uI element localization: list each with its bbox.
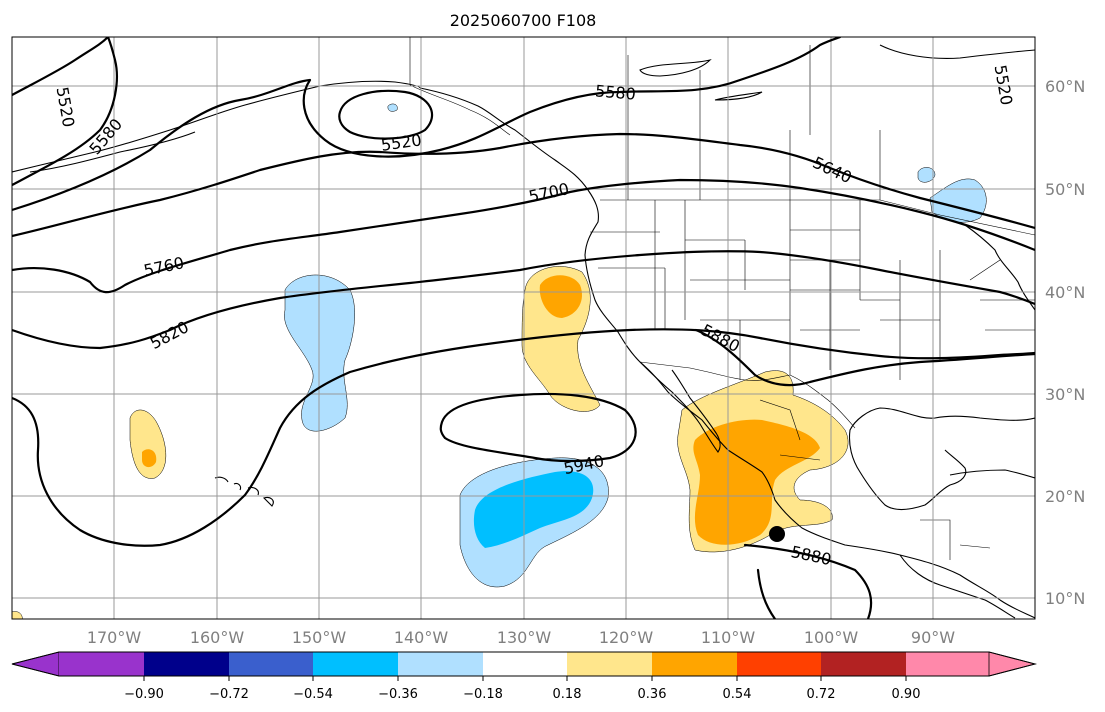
coast-island-north [714, 91, 763, 101]
contour-5580-west [12, 37, 118, 187]
coastlines [12, 44, 1035, 619]
colorbar-segment-0 [59, 652, 144, 676]
colorbar-label-8: 0.72 [807, 687, 836, 702]
colorbar-segment-9 [821, 652, 906, 676]
pos-core-mexico [693, 419, 820, 545]
colorbar-label-3: −0.36 [378, 687, 418, 702]
lon-label-170w: 170°W [87, 628, 142, 647]
lon-label-150w: 150°W [292, 628, 347, 647]
colorbar-segment-1 [144, 652, 229, 676]
colorbar-label-9: 0.90 [892, 687, 921, 702]
contour-5520-west [12, 37, 110, 97]
colorbar-label-7: 0.54 [723, 687, 752, 702]
contour-5520-low [338, 89, 434, 140]
contour-5880-east [694, 328, 1035, 387]
figure-title: 2025060700 F108 [450, 11, 597, 30]
contour-5640 [12, 132, 1035, 238]
border-us-mexico [639, 361, 856, 429]
colorbar-segment-7 [652, 652, 737, 676]
coast-arctic [639, 58, 712, 77]
border-mexico-states [759, 399, 991, 560]
pos-area-bottom-left [12, 611, 23, 619]
lat-label-20n: 20°N [1045, 487, 1085, 506]
height-contours [12, 37, 1035, 619]
lat-label-30n: 30°N [1045, 385, 1085, 404]
lon-label-90w: 90°W [911, 628, 955, 647]
storm-center-marker [769, 526, 785, 542]
coast-north-america-west [419, 87, 1035, 619]
colorbar-segment-10 [906, 652, 989, 676]
colorbar-label-2: −0.54 [293, 687, 333, 702]
coast-alaska [12, 80, 421, 173]
border-us-canada [600, 199, 1035, 236]
colorbar-label-1: −0.72 [209, 687, 249, 702]
anomaly-shading [12, 103, 987, 619]
graticule [12, 37, 1035, 619]
longitude-labels: 170°W 160°W 150°W 140°W 130°W 120°W 110°… [87, 628, 955, 647]
coast-central-america [899, 554, 1016, 619]
pos-core-hawaii-west [142, 449, 157, 468]
coast-baja-california [639, 361, 721, 453]
coast-hawaii [214, 476, 274, 507]
lon-label-110w: 110°W [701, 628, 756, 647]
colorbar-segment-3 [313, 652, 398, 676]
lon-label-160w: 160°W [190, 628, 245, 647]
contour-5580-main [12, 37, 842, 212]
lat-label-50n: 50°N [1045, 180, 1085, 199]
pos-area-hawaii-west [129, 409, 167, 479]
colorbar-segment-2 [229, 652, 313, 676]
coast-cuba [949, 469, 1035, 479]
lat-label-10n: 10°N [1045, 589, 1085, 608]
border-states-west [590, 200, 1035, 380]
lon-label-130w: 130°W [497, 628, 552, 647]
map-frame [11, 36, 1036, 620]
contour-5760 [12, 250, 1035, 350]
colorbar-extend-high [988, 651, 1037, 677]
neg-area-gulf-alaska [387, 103, 398, 112]
contour-5700 [12, 178, 1035, 294]
latitude-labels: 60°N 50°N 40°N 30°N 20°N 10°N [1045, 77, 1085, 608]
colorbar-ticks [143, 676, 907, 681]
political-borders [409, 37, 1035, 560]
colorbar-label-6: 0.36 [638, 687, 667, 702]
coast-north-america-east [964, 224, 1035, 311]
coast-gulf-of-mexico [848, 407, 1035, 511]
contour-5820 [12, 328, 1035, 547]
border-provinces [627, 45, 881, 200]
neg-area-ontario [917, 167, 936, 183]
neg-core-east-pacific [473, 471, 594, 548]
colorbar-outline [11, 651, 1037, 677]
colorbar-tick-labels: −0.90 −0.72 −0.54 −0.36 −0.18 0.18 0.36 … [124, 687, 920, 702]
lon-label-120w: 120°W [599, 628, 654, 647]
lat-label-60n: 60°N [1045, 77, 1085, 96]
colorbar-label-0: −0.90 [124, 687, 164, 702]
colorbar-segment-6 [567, 652, 652, 676]
lon-label-100w: 100°W [804, 628, 859, 647]
colorbar-segment-8 [737, 652, 821, 676]
lon-label-140w: 140°W [394, 628, 449, 647]
colorbar-label-4: −0.18 [463, 687, 503, 702]
map-panel: 5520 5580 5520 5520 5580 5640 5700 5760 … [12, 37, 1035, 619]
colorbar-label-5: 0.18 [553, 687, 582, 702]
coast-aleutians [29, 131, 196, 173]
colorbar-extend-low [11, 651, 60, 677]
contour-5940 [439, 392, 637, 463]
coast-hudson-bay [879, 44, 1035, 59]
colorbar: −0.90 −0.72 −0.54 −0.36 −0.18 0.18 0.36 … [11, 651, 1037, 702]
colorbar-segment-5 [483, 652, 567, 676]
colorbar-segment-4 [398, 652, 483, 676]
pos-core-california-offshore [539, 275, 582, 318]
contour-5880-south [743, 543, 873, 619]
lat-label-40n: 40°N [1045, 283, 1085, 302]
contour-label-5580: 5580 [594, 81, 636, 103]
